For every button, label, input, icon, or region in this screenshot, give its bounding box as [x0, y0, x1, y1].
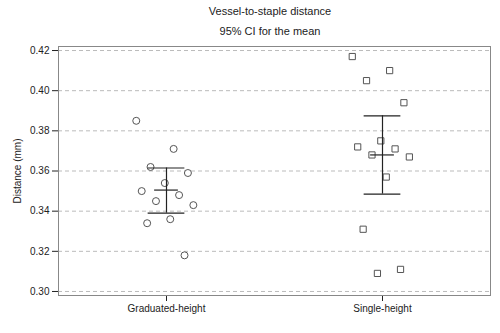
- svg-text:Distance (mm): Distance (mm): [12, 138, 23, 203]
- svg-text:0.38: 0.38: [30, 125, 50, 136]
- html-text:95% CI for the mean: 95% CI for the mean: [219, 25, 321, 37]
- html-text:Vessel-to-staple distance: Vessel-to-staple distance: [208, 5, 332, 17]
- svg-text:Single-height: Single-height: [353, 303, 412, 314]
- svg-text:Graduated-height: Graduated-height: [128, 303, 206, 314]
- svg-text:0.32: 0.32: [30, 246, 50, 257]
- svg-text:0.40: 0.40: [30, 85, 50, 96]
- svg-text:0.30: 0.30: [30, 286, 50, 297]
- svg-text:0.36: 0.36: [30, 165, 50, 176]
- svg-text:0.34: 0.34: [30, 205, 50, 216]
- svg-text:0.42: 0.42: [30, 45, 50, 56]
